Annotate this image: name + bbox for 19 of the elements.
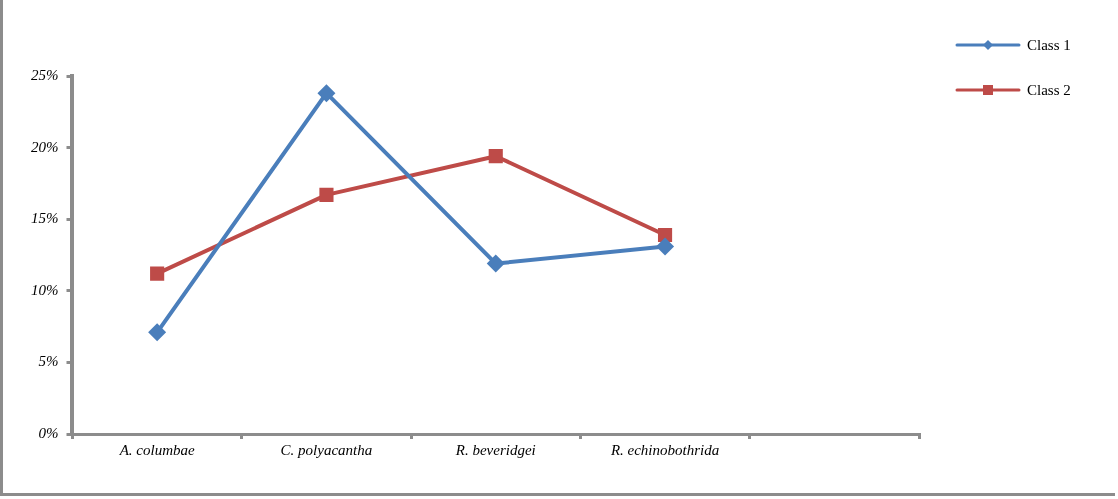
legend-label: Class 2 [1027,81,1071,99]
y-tick-label: 10% [31,281,59,298]
x-tick-label: R. beveridgei [454,441,536,458]
x-tick-label: C. polyacantha [280,441,373,458]
point [317,84,336,103]
point [148,323,167,342]
y-tick-label: 5% [38,353,59,370]
x-tick-label: A. columbae [118,441,195,458]
point [486,254,505,273]
y-tick-label: 25% [31,66,59,83]
y-tick-label: 0% [38,424,59,441]
y-tick-label: 15% [31,210,59,227]
point [150,266,165,281]
point [488,149,503,164]
legend-label: Class 1 [1027,36,1071,54]
x-tick-label: R. echinobothrida [609,441,720,458]
y-tick-label: 20% [31,138,59,155]
point [319,187,334,202]
point [656,237,675,256]
